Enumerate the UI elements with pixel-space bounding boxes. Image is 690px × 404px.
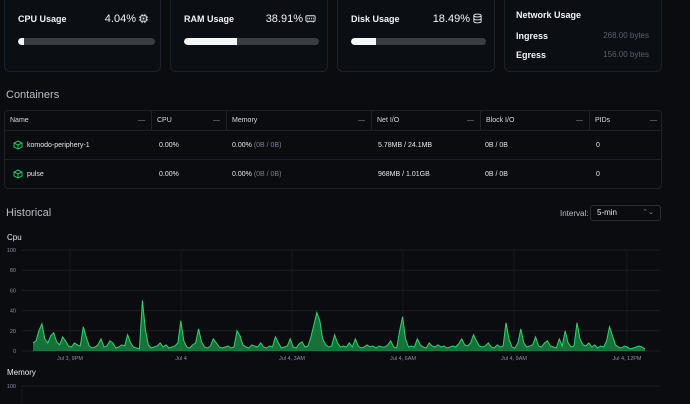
column-sort-icon[interactable]: — bbox=[213, 117, 220, 124]
chevron-up-down-icon: ⌃⌄ bbox=[642, 209, 654, 216]
memory-chart: 100 bbox=[7, 384, 660, 404]
egress-row: Egress 156.00 bytes bbox=[516, 50, 649, 60]
container-net-io: 5.78MB / 24.1MB bbox=[378, 142, 433, 149]
ram-usage-value: 38.91% bbox=[265, 13, 303, 25]
column-header-memory-label: Memory bbox=[232, 117, 258, 124]
column-header-memory[interactable]: Memory — bbox=[227, 111, 372, 131]
container-box-icon bbox=[13, 169, 23, 179]
column-header-net-io[interactable]: Net I/O — bbox=[372, 111, 481, 131]
cpu-x-tick-label: Jul 4, 3AM bbox=[279, 356, 305, 362]
container-memory: 0.00% (0B / 0B) bbox=[232, 131, 281, 160]
disk-usage-bar-fill bbox=[351, 38, 376, 45]
historical-section-title: Historical bbox=[6, 207, 52, 219]
column-header-cpu[interactable]: CPU — bbox=[152, 111, 227, 131]
column-sort-icon[interactable]: — bbox=[467, 117, 474, 124]
containers-section-title: Containers bbox=[6, 89, 60, 101]
cpu-x-tick-label: Jul 3, 9PM bbox=[57, 356, 83, 362]
container-name-link[interactable]: komodo-periphery-1 bbox=[27, 142, 90, 149]
column-sort-icon[interactable]: — bbox=[650, 117, 657, 124]
container-block-io: 0B / 0B bbox=[485, 171, 508, 178]
cpu-usage-card: CPU Usage 4.04% bbox=[4, 0, 161, 72]
table-row[interactable]: pulse 0.00% 0.00% (0B / 0B) 968MB / 1.01… bbox=[5, 160, 661, 189]
column-sort-icon[interactable]: — bbox=[138, 117, 145, 124]
interval-select[interactable]: 5-min ⌃⌄ bbox=[590, 205, 661, 221]
container-box-icon bbox=[13, 140, 23, 150]
container-memory-percent: 0.00% bbox=[232, 142, 252, 149]
disk-usage-bar bbox=[351, 38, 486, 45]
memory-chart-title: Memory bbox=[7, 368, 36, 377]
egress-value: 156.00 bytes bbox=[603, 50, 649, 59]
table-row[interactable]: komodo-periphery-1 0.00% 0.00% (0B / 0B)… bbox=[5, 131, 661, 160]
disk-usage-title: Disk Usage bbox=[351, 14, 400, 24]
ingress-label: Ingress bbox=[516, 31, 549, 41]
cpu-y-tick-label: 60 bbox=[10, 288, 16, 294]
ram-usage-card: RAM Usage 38.91% bbox=[170, 0, 328, 72]
container-cpu: 0.00% bbox=[159, 142, 179, 149]
container-memory-percent: 0.00% bbox=[232, 171, 252, 178]
network-usage-title: Network Usage bbox=[516, 10, 582, 20]
ingress-row: Ingress 268.00 bytes bbox=[516, 31, 649, 41]
cpu-chip-icon bbox=[138, 13, 149, 24]
column-header-pids-label: PIDs bbox=[595, 117, 611, 124]
column-header-name[interactable]: Name — bbox=[5, 111, 152, 131]
container-name-link[interactable]: pulse bbox=[27, 171, 44, 178]
interval-select-value: 5-min bbox=[597, 208, 618, 217]
column-header-block-io[interactable]: Block I/O — bbox=[481, 111, 590, 131]
cpu-chart-title: Cpu bbox=[7, 233, 22, 242]
column-header-cpu-label: CPU bbox=[157, 117, 172, 124]
container-pids: 0 bbox=[596, 142, 600, 149]
container-cpu: 0.00% bbox=[159, 171, 179, 178]
cpu-y-tick-label: 80 bbox=[10, 268, 16, 274]
cpu-y-tick-label: 20 bbox=[10, 329, 16, 335]
cpu-area-fill bbox=[33, 300, 645, 351]
container-net-io: 968MB / 1.01GB bbox=[378, 171, 430, 178]
cpu-x-tick-label: Jul 4, 9AM bbox=[501, 356, 527, 362]
container-pids: 0 bbox=[596, 171, 600, 178]
network-usage-card: Network Usage Ingress 268.00 bytes Egres… bbox=[504, 0, 662, 72]
column-header-name-label: Name bbox=[10, 117, 29, 124]
memory-y-tick-label: 100 bbox=[7, 384, 16, 390]
cpu-x-tick-label: Jul 4, 12PM bbox=[612, 356, 641, 362]
ram-usage-title: RAM Usage bbox=[184, 14, 235, 24]
cpu-usage-title: CPU Usage bbox=[18, 14, 67, 24]
cpu-y-tick-label: 0 bbox=[13, 349, 16, 355]
disk-usage-value: 18.49% bbox=[432, 13, 470, 25]
memory-stick-icon bbox=[305, 15, 316, 23]
container-memory: 0.00% (0B / 0B) bbox=[232, 160, 281, 189]
interval-label: Interval: bbox=[560, 209, 589, 218]
container-memory-detail: (0B / 0B) bbox=[253, 142, 282, 149]
ingress-value: 268.00 bytes bbox=[603, 31, 649, 40]
cpu-usage-value: 4.04% bbox=[104, 13, 136, 25]
column-sort-icon[interactable]: — bbox=[576, 117, 583, 124]
table-header-row: Name — CPU — Memory — Net I/O — Block I/O — P… bbox=[5, 111, 661, 131]
column-header-block-io-label: Block I/O bbox=[486, 117, 515, 124]
cpu-series-line bbox=[32, 300, 646, 350]
cpu-x-tick-label: Jul 4, 6AM bbox=[390, 356, 416, 362]
cpu-y-tick-label: 100 bbox=[7, 248, 16, 254]
container-memory-detail: (0B / 0B) bbox=[253, 171, 282, 178]
ram-usage-bar-fill bbox=[184, 38, 237, 45]
egress-label: Egress bbox=[516, 50, 547, 60]
ram-usage-bar bbox=[184, 38, 319, 45]
cpu-usage-bar bbox=[18, 38, 155, 45]
cpu-y-tick-label: 40 bbox=[10, 309, 16, 315]
cpu-chart: 100 80 60 40 20 0 Jul 3, 9PM Jul 4 Jul 4, 3AM Jul… bbox=[7, 248, 660, 362]
column-sort-icon[interactable]: — bbox=[358, 117, 365, 124]
column-header-pids[interactable]: PIDs — bbox=[590, 111, 663, 131]
cpu-usage-bar-fill bbox=[18, 38, 24, 45]
containers-table: Name — CPU — Memory — Net I/O — Block I/O — P… bbox=[4, 110, 662, 189]
database-icon bbox=[473, 13, 482, 24]
disk-usage-card: Disk Usage 18.49% bbox=[337, 0, 495, 72]
cpu-x-tick-label: Jul 4 bbox=[175, 356, 187, 362]
container-block-io: 0B / 0B bbox=[485, 142, 508, 149]
column-header-net-io-label: Net I/O bbox=[377, 117, 400, 124]
